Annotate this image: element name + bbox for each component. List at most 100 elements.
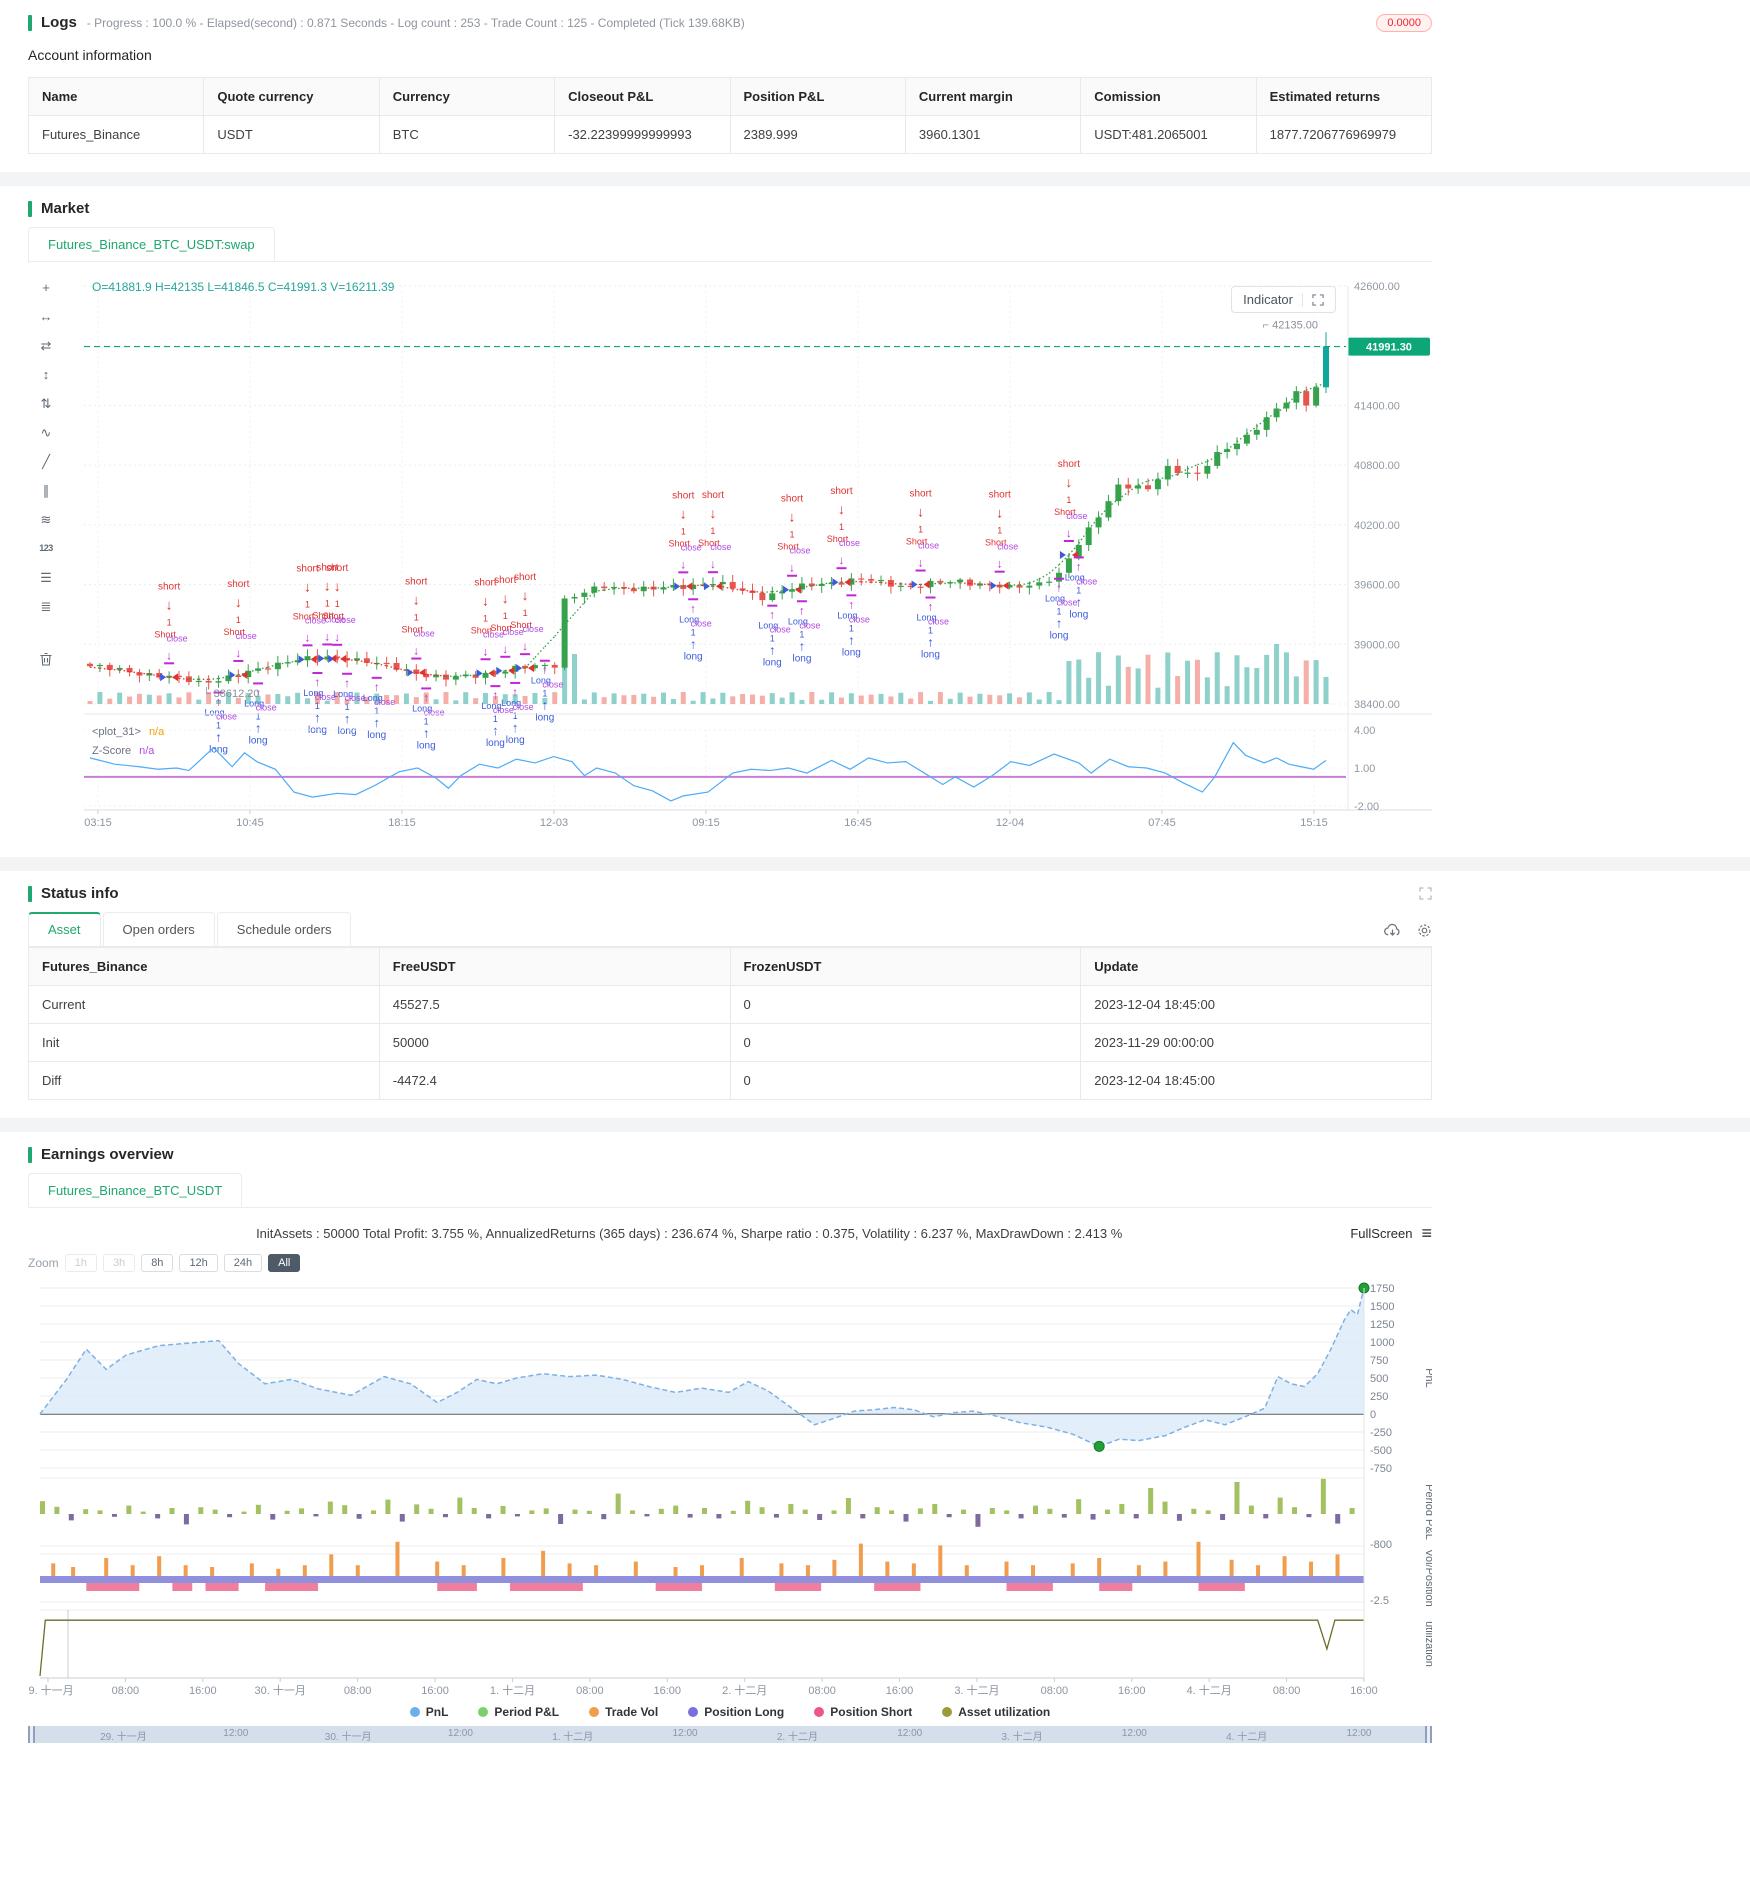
zoom-button-8h[interactable]: 8h [141, 1254, 174, 1272]
svg-text:↓: ↓ [166, 648, 172, 662]
svg-text:close: close [691, 618, 712, 628]
earnings-symbol-tab[interactable]: Futures_Binance_BTC_USDT [28, 1173, 243, 1207]
table-cell: Diff [28, 1061, 380, 1100]
svg-text:-800: -800 [1370, 1539, 1392, 1551]
svg-text:↓: ↓ [482, 592, 489, 608]
trash-icon[interactable] [39, 652, 53, 670]
legend-item-position-short[interactable]: Position Short [814, 1705, 912, 1719]
svg-text:close: close [167, 633, 188, 643]
svg-text:1: 1 [256, 711, 261, 721]
svg-text:short: short [494, 575, 516, 586]
indicator-button-label: Indicator [1243, 292, 1293, 307]
fib-tool-icon[interactable]: ≋ [40, 512, 52, 527]
logs-section: Logs - Progress : 100.0 % - Elapsed(seco… [0, 0, 1433, 172]
expand-icon[interactable] [1312, 293, 1324, 306]
legend-item-pnl[interactable]: PnL [409, 1705, 448, 1719]
table-row: Futures_Binance USDT BTC -32.22399999999993… [27, 115, 1433, 154]
svg-text:close: close [236, 631, 257, 641]
svg-text:short: short [514, 572, 536, 583]
navigator-label: 12:00 [1121, 1728, 1147, 1739]
chart-navigator[interactable]: 29. 十一月 12:00 30. 十一月 12:00 1. 十二月 12:00 2. 十二… [28, 1726, 1432, 1743]
svg-text:Long: Long [531, 676, 551, 686]
zoom-button-3h[interactable]: 3h [102, 1254, 136, 1272]
svg-text:↓: ↓ [235, 646, 241, 660]
svg-text:12-04: 12-04 [996, 817, 1024, 829]
svg-text:-2.5: -2.5 [1370, 1595, 1389, 1607]
navigator-handle-right[interactable] [1425, 1726, 1432, 1743]
svg-text:close: close [839, 538, 860, 548]
svg-text:1: 1 [928, 626, 933, 636]
sort-arrows-icon[interactable]: ⇅ [40, 396, 52, 411]
svg-text:Long: Long [501, 698, 521, 708]
trend-line-icon[interactable]: ╱ [42, 454, 50, 469]
tab-schedule-orders[interactable]: Schedule orders [216, 912, 352, 946]
svg-text:09:15: 09:15 [692, 817, 720, 829]
legend-item-asset-utilization[interactable]: Asset utilization [942, 1705, 1050, 1719]
tab-open-orders[interactable]: Open orders [102, 912, 215, 946]
legend-dot [409, 1707, 420, 1717]
svg-text:16:00: 16:00 [1350, 1685, 1378, 1697]
svg-text:↑: ↑ [542, 698, 549, 713]
svg-text:Short: Short [985, 538, 1007, 548]
account-info-title: Account information [28, 47, 152, 63]
navigator-handle-left[interactable] [28, 1726, 35, 1743]
market-symbol-tab[interactable]: Futures_Binance_BTC_USDT:swap [28, 227, 275, 261]
wave-tool-icon[interactable]: ∿ [40, 425, 52, 440]
svg-text:1.00: 1.00 [1354, 763, 1375, 775]
svg-text:↓: ↓ [334, 578, 341, 594]
zoom-button-12h[interactable]: 12h [179, 1254, 218, 1272]
legend-dot [589, 1707, 600, 1717]
measure-123-icon[interactable]: 123 [39, 543, 53, 553]
svg-text:close: close [790, 546, 811, 556]
levels-tool-icon[interactable]: ≣ [40, 599, 52, 614]
svg-text:long: long [842, 647, 861, 658]
column-header: FreeUSDT [378, 947, 731, 986]
zoom-button-24h[interactable]: 24h [223, 1254, 263, 1272]
vertical-arrows-icon[interactable]: ↕ [42, 367, 50, 382]
svg-text:Short: Short [1054, 507, 1076, 517]
svg-text:Long: Long [333, 689, 353, 699]
zoom-button-1h[interactable]: 1h [64, 1254, 97, 1272]
table-cell: -4472.4 [378, 1061, 731, 1100]
svg-text:PnL: PnL [1423, 1368, 1432, 1388]
svg-text:1: 1 [839, 522, 844, 532]
legend-item-period-p-l[interactable]: Period P&L [478, 1705, 559, 1719]
column-header: Futures_Binance [28, 947, 380, 986]
swap-arrows-icon[interactable]: ⇄ [40, 338, 52, 353]
menu-icon[interactable]: ≡ [1421, 1223, 1432, 1243]
section-divider [0, 172, 1750, 186]
parallel-lines-icon[interactable]: ∥ [42, 483, 50, 498]
section-accent [28, 885, 32, 902]
svg-text:long: long [338, 726, 357, 737]
download-icon[interactable] [1384, 923, 1401, 938]
list-tool-icon[interactable]: ☰ [40, 570, 52, 585]
svg-text:Long: Long [205, 708, 225, 718]
svg-text:1: 1 [681, 526, 686, 536]
collapse-icon[interactable] [1419, 887, 1432, 900]
horizontal-arrows-icon[interactable]: ↔ [39, 309, 53, 324]
legend-label: Trade Vol [605, 1705, 659, 1719]
svg-text:↑: ↑ [374, 680, 380, 694]
zoom-button-all[interactable]: All [268, 1254, 301, 1272]
tab-asset[interactable]: Asset [28, 912, 101, 946]
gear-icon[interactable] [1417, 923, 1432, 938]
logs-subtitle: - Progress : 100.0 % - Elapsed(second) :… [86, 15, 745, 30]
navigator-label: 29. 十一月 [100, 1732, 147, 1743]
fullscreen-button[interactable]: FullScreen ≡ [1350, 1224, 1432, 1242]
earnings-chart-svg[interactable]: 1750 1500 1250 1000 750 500 250 0 -250 -500 -750 Pn… [22, 1278, 1435, 1698]
svg-text:short: short [672, 490, 694, 501]
table-cell: 2023-11-29 00:00:00 [1080, 1023, 1432, 1062]
market-chart-svg[interactable]: 03:15 10:45 18:15 12-03 09:15 16:45 12-04 07:45… [64, 274, 1432, 834]
navigator-label: 30. 十一月 [324, 1732, 372, 1743]
legend-item-trade-vol[interactable]: Trade Vol [589, 1705, 658, 1719]
svg-text:short: short [227, 579, 249, 590]
svg-text:08:00: 08:00 [112, 1685, 140, 1697]
crosshair-icon[interactable]: + [42, 280, 50, 295]
legend-dot [814, 1707, 825, 1717]
svg-text:40800.00: 40800.00 [1354, 460, 1400, 472]
svg-text:↓: ↓ [917, 504, 924, 520]
svg-text:short: short [474, 577, 496, 588]
svg-text:close: close [335, 615, 356, 625]
legend-item-position-long[interactable]: Position Long [688, 1705, 784, 1719]
indicator-button[interactable]: Indicator [1231, 286, 1336, 313]
